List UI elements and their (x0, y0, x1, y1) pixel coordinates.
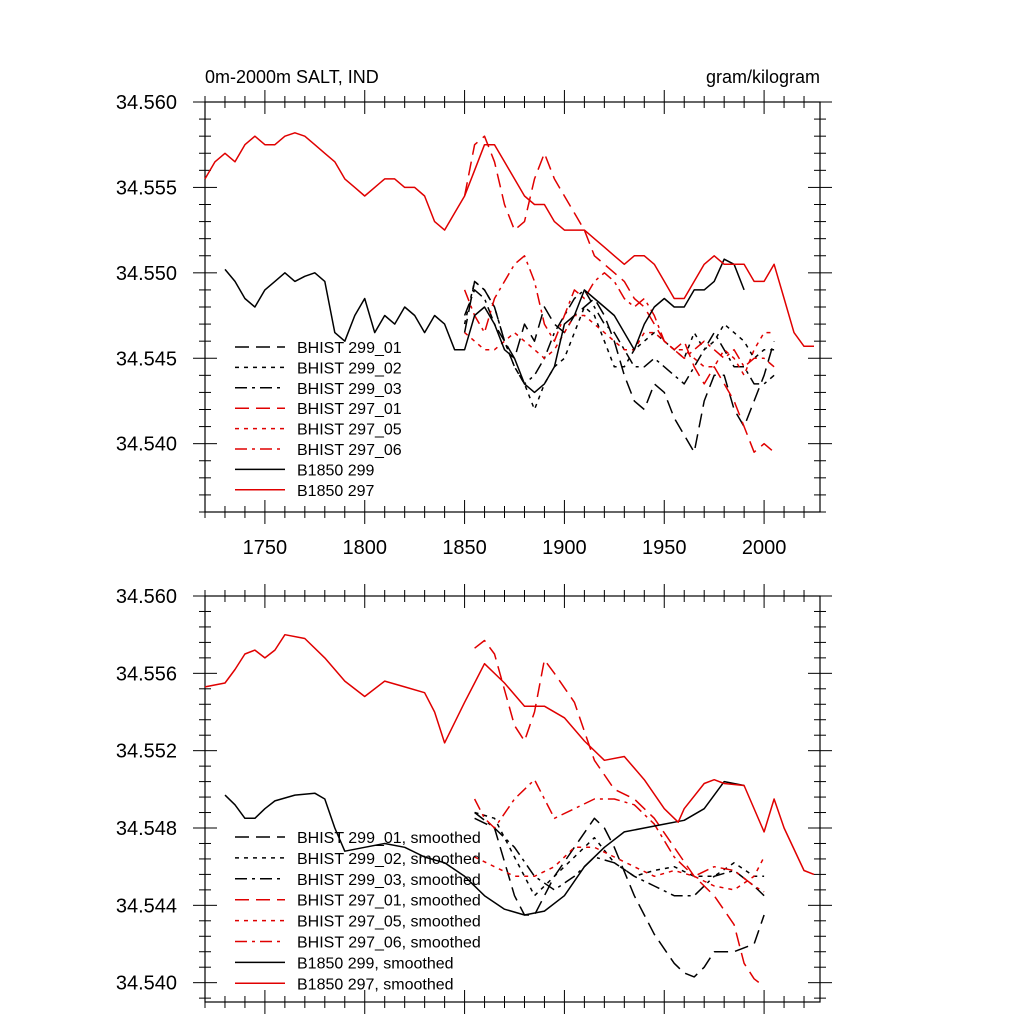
legend-label: BHIST 299_03 (297, 381, 402, 398)
y-tick-label: 34.545 (116, 348, 177, 370)
series-line-bhist-297-05-smoothed (474, 846, 765, 891)
y-tick-label: 34.560 (116, 586, 177, 608)
series-line-bhist-299-01 (463, 280, 775, 453)
x-tick-label: 2000 (742, 537, 787, 559)
legend-label: BHIST 299_02, smoothed (297, 851, 481, 868)
chart-units: gram/kilogram (706, 67, 820, 87)
series-line-bhist-297-06-smoothed (473, 778, 765, 893)
x-tick-label: 1950 (642, 537, 687, 559)
series-line-bhist-297-05 (464, 314, 775, 377)
chart-title: 0m-2000m SALT, IND (205, 67, 379, 87)
x-tick-label: 1800 (342, 537, 387, 559)
y-tick-label: 34.544 (116, 895, 177, 917)
series-line-bhist-299-03 (463, 289, 775, 385)
legend-label: BHIST 297_06, smoothed (297, 935, 481, 952)
y-tick-label: 34.556 (116, 663, 177, 685)
y-tick-label: 34.540 (116, 973, 177, 995)
y-tick-label: 34.540 (116, 434, 177, 456)
legend-label: BHIST 297_06 (297, 442, 402, 459)
legend-label: BHIST 299_02 (297, 360, 402, 377)
series-line-bhist-297-06 (463, 255, 775, 368)
legend-label: BHIST 299_01 (297, 340, 402, 357)
legend-label: B1850 297 (297, 483, 375, 500)
bottom-panel: 34.540 34.544 34.548 34.552 34.556 34.560 BHIS… (116, 584, 832, 1014)
legend-label: BHIST 299_01, smoothed (297, 830, 481, 847)
series-line-b1850-297-smoothed (204, 633, 815, 876)
y-tick-label: 34.548 (116, 818, 177, 840)
top-panel: 1750 1800 1850 1900 1950 2000 34.540 34.545 34.5… (116, 90, 832, 559)
legend-label: BHIST 297_05, smoothed (297, 914, 481, 931)
y-tick-label: 34.555 (116, 177, 177, 199)
legend-label: B1850 297, smoothed (297, 976, 454, 993)
plot-frame (204, 595, 821, 1003)
series-line-bhist-297-01-smoothed (474, 639, 765, 988)
y-tick-label: 34.552 (116, 741, 177, 763)
y-tick-label: 34.560 (116, 92, 177, 114)
series-line-bhist-299-01-smoothed (474, 817, 765, 978)
legend-label: BHIST 297_01, smoothed (297, 893, 481, 910)
legend-label: B1850 299 (297, 462, 375, 479)
y-tick-label: 34.550 (116, 263, 177, 285)
legend-label: B1850 299, smoothed (297, 955, 454, 972)
series-line-b1850-299 (224, 258, 745, 394)
series-line-bhist-297-01 (463, 135, 775, 453)
series-line-bhist-299-03-smoothed (474, 811, 765, 897)
series-line-bhist-299-02 (463, 280, 775, 411)
series-line-b1850-297 (204, 132, 814, 348)
series-line-b1850-299-smoothed (224, 780, 745, 916)
legend-label: BHIST 297_05 (297, 422, 402, 439)
series-line-bhist-299-02-smoothed (474, 811, 765, 897)
x-tick-label: 1750 (243, 537, 288, 559)
legend-label: BHIST 299_03, smoothed (297, 872, 481, 889)
x-tick-label: 1900 (542, 537, 587, 559)
legend-label: BHIST 297_01 (297, 401, 402, 418)
x-tick-label: 1850 (442, 537, 487, 559)
